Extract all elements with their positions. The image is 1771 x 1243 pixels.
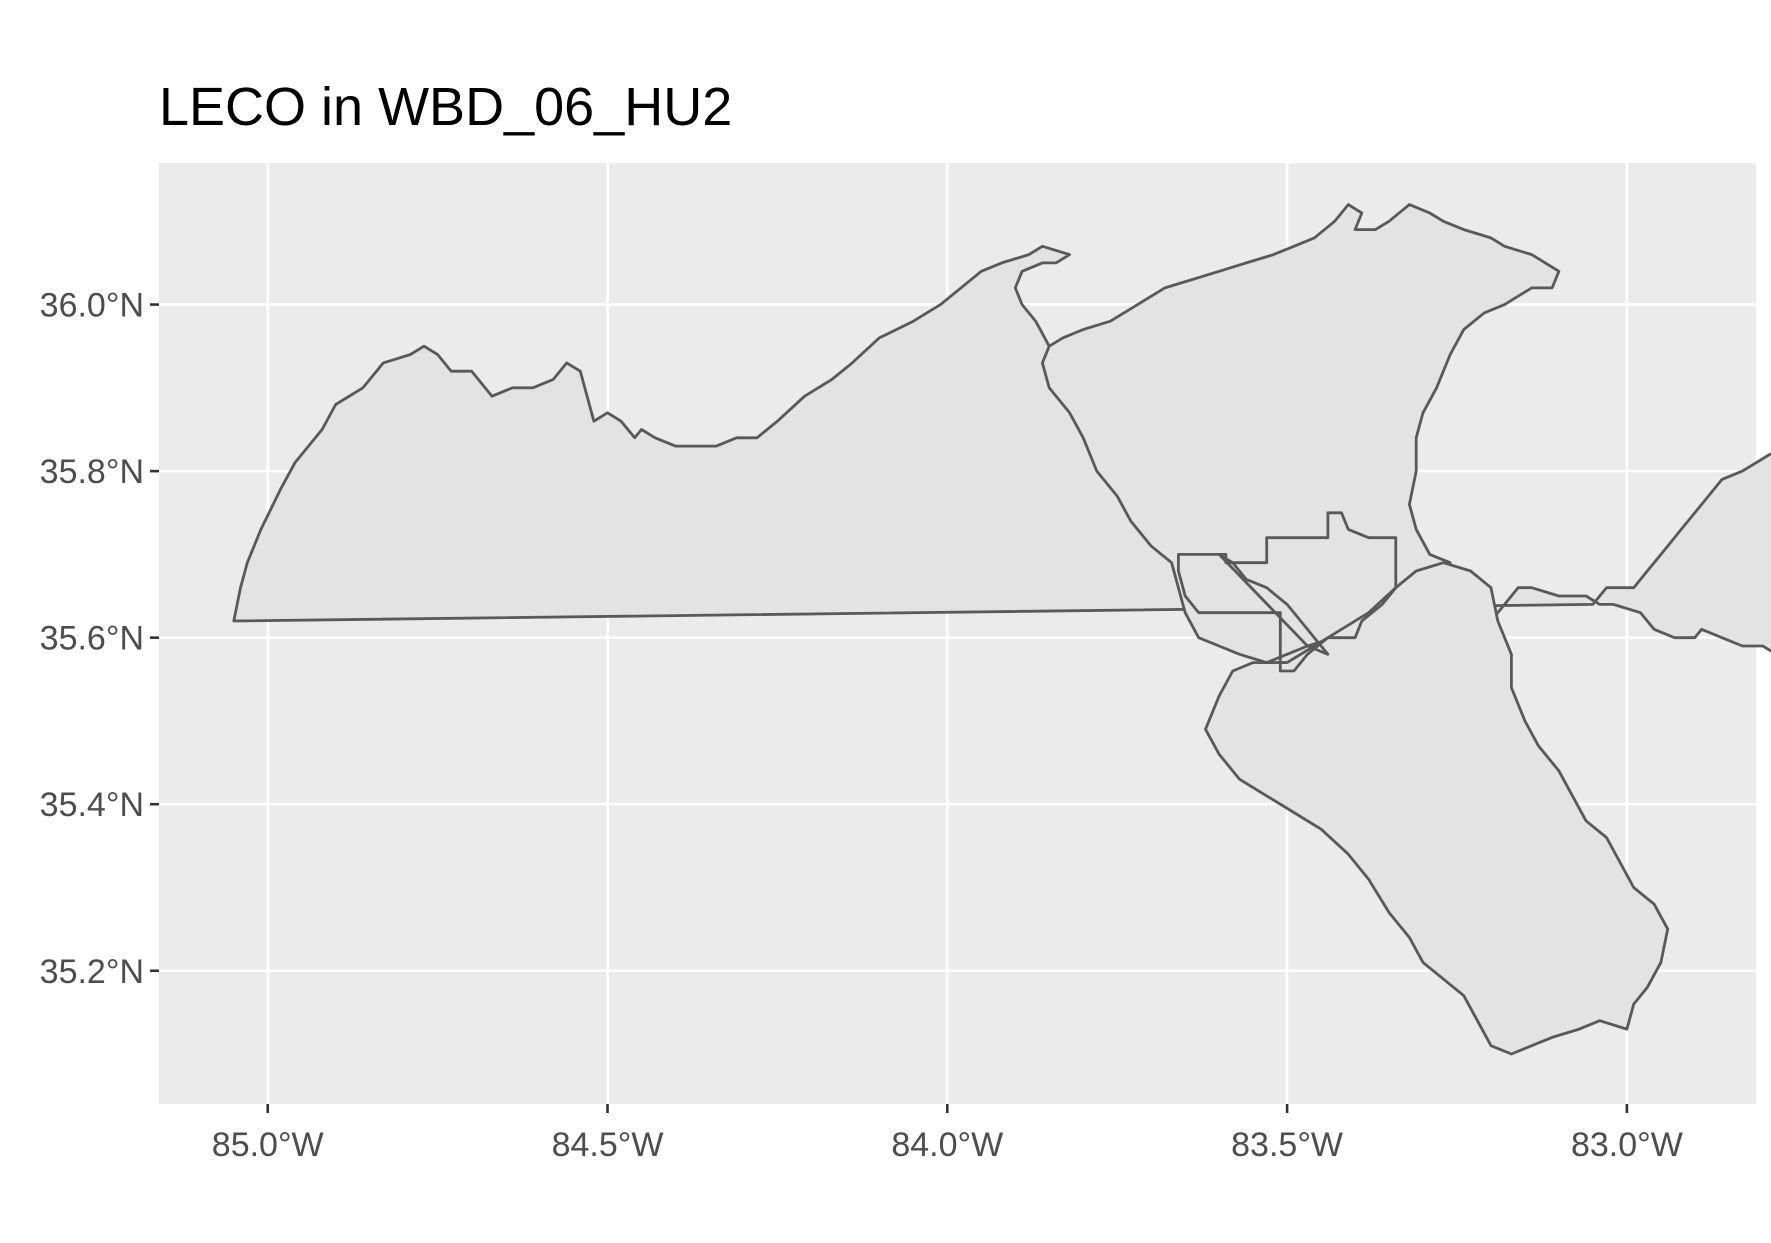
polygon-south-east-watershed bbox=[1204, 561, 1670, 1056]
polygon-west-watershed bbox=[232, 244, 1771, 664]
y-tick-label: 35.6°N bbox=[40, 620, 144, 658]
polygon-park-inner-outline bbox=[1217, 553, 1330, 656]
watershed-polygons bbox=[232, 203, 1771, 1056]
map-title: LECO in WBD_06_HU2 bbox=[159, 77, 733, 137]
y-tick-label: 35.8°N bbox=[40, 453, 144, 491]
x-tick-label: 84.0°W bbox=[891, 1126, 1003, 1164]
y-tick-label: 35.2°N bbox=[40, 953, 144, 991]
y-tick-label: 35.4°N bbox=[40, 786, 144, 824]
x-tick-label: 83.5°W bbox=[1231, 1126, 1343, 1164]
y-tick-label: 36.0°N bbox=[40, 287, 144, 325]
axes: 85.0°W 84.5°W 84.0°W 83.5°W 83.0°W 35.2°N 35.4… bbox=[40, 287, 1683, 1164]
x-tick-label: 83.0°W bbox=[1571, 1126, 1683, 1164]
polygon-north-east-watershed bbox=[1041, 203, 1561, 664]
polygon-park-boundary-outline bbox=[1177, 511, 1398, 673]
x-tick-label: 85.0°W bbox=[212, 1126, 324, 1164]
x-tick-label: 84.5°W bbox=[552, 1126, 664, 1164]
